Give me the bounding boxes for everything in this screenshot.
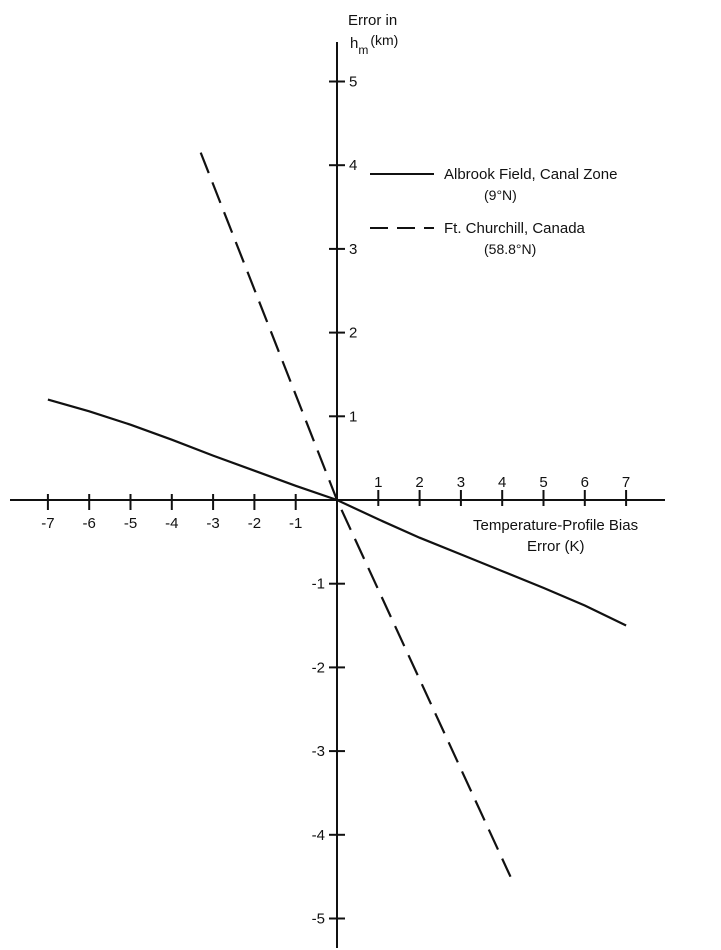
x-tick-label: -2	[248, 515, 261, 532]
legend-label-churchill: Ft. Churchill, Canada	[444, 220, 586, 237]
y-axis-title-line1: Error in	[348, 12, 397, 29]
x-axis-title-line2: Error (K)	[527, 538, 585, 555]
ticks: -7 -6 -5 -4 -3 -2 -1 1 2 3 4 5 6 7 5 4 3 2 1 -1 -2 -3 -4 -5	[41, 74, 630, 928]
y-axis-title: Error in hm(km)	[348, 12, 398, 57]
y-tick-label: -2	[312, 659, 325, 676]
x-tick-label: -3	[206, 515, 219, 532]
legend-detail-churchill: (58.8°N)	[484, 241, 536, 257]
y-tick-label: 4	[349, 157, 357, 174]
y-tick-label: 2	[349, 325, 357, 342]
legend-detail-albrook: (9°N)	[484, 187, 517, 203]
x-tick-label: 2	[415, 474, 423, 491]
x-axis-title-line1: Temperature-Profile Bias	[473, 517, 638, 534]
legend-label-albrook: Albrook Field, Canal Zone	[444, 166, 617, 183]
y-tick-label: 1	[349, 408, 357, 425]
series-group	[47, 152, 627, 878]
y-tick-label: 3	[349, 241, 357, 258]
x-tick-label: 1	[374, 474, 382, 491]
x-tick-label: 6	[581, 474, 589, 491]
y-tick-label: -4	[312, 827, 325, 844]
x-tick-label: -4	[165, 515, 178, 532]
y-tick-label: -5	[312, 911, 325, 928]
x-axis-title: Temperature-Profile Bias Error (K)	[473, 517, 638, 555]
y-axis-title-subscript: m	[358, 43, 368, 57]
x-tick-label: -1	[289, 515, 302, 532]
y-tick-label: -1	[312, 576, 325, 593]
y-axis-title-line2: hm(km)	[350, 32, 398, 57]
x-tick-label: -7	[41, 515, 54, 532]
y-tick-label: 5	[349, 74, 357, 91]
x-tick-label: 4	[498, 474, 506, 491]
x-tick-label: 5	[539, 474, 547, 491]
x-tick-label: -6	[83, 515, 96, 532]
series-line	[199, 152, 512, 878]
y-tick-label: -3	[312, 743, 325, 760]
x-tick-label: -5	[124, 515, 137, 532]
legend: Albrook Field, Canal Zone (9°N) Ft. Chur…	[370, 166, 617, 257]
y-axis-title-unit: (km)	[370, 32, 398, 48]
y-axis-title-symbol: h	[350, 35, 358, 52]
x-tick-label: 3	[457, 474, 465, 491]
x-tick-label: 7	[622, 474, 630, 491]
